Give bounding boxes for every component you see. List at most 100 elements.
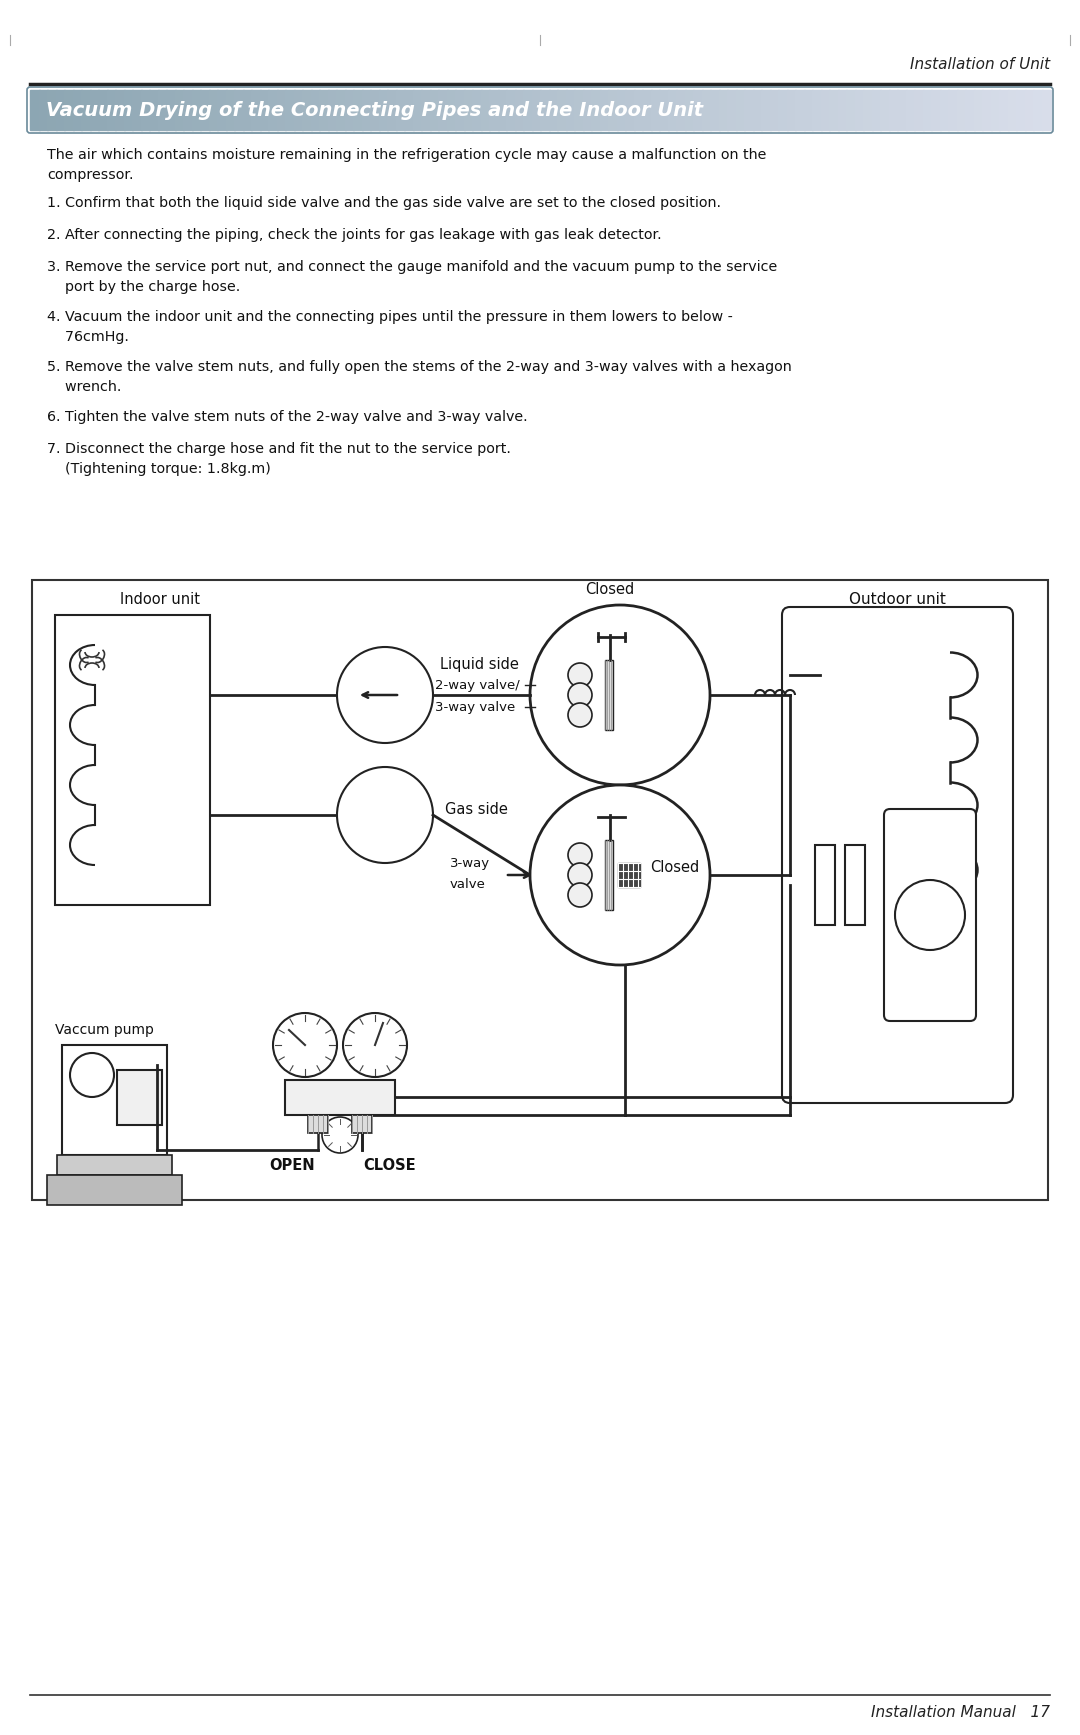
Bar <box>676 90 686 130</box>
Bar <box>880 90 890 130</box>
Text: Outdoor unit: Outdoor unit <box>849 592 946 607</box>
Bar <box>251 90 260 130</box>
Text: Closed: Closed <box>585 583 635 597</box>
Text: CLOSE: CLOSE <box>364 1157 416 1173</box>
Bar <box>905 90 915 130</box>
Text: OPEN: OPEN <box>269 1157 314 1173</box>
Bar <box>370 90 379 130</box>
Text: 3-way: 3-way <box>450 857 490 869</box>
Bar <box>982 90 991 130</box>
Text: Installation Manual   17: Installation Manual 17 <box>870 1704 1050 1719</box>
Bar <box>489 90 499 130</box>
Bar <box>889 90 897 130</box>
Bar <box>582 90 592 130</box>
Bar <box>149 90 159 130</box>
Bar <box>753 90 762 130</box>
Bar <box>795 90 805 130</box>
Bar <box>294 90 303 130</box>
FancyBboxPatch shape <box>782 607 1013 1103</box>
Bar <box>498 90 507 130</box>
Bar <box>948 90 958 130</box>
Text: 2-way valve/: 2-way valve/ <box>435 678 519 692</box>
Bar <box>421 90 431 130</box>
Circle shape <box>568 663 592 687</box>
Bar <box>815 845 835 925</box>
Bar <box>39 90 48 130</box>
Text: 1. Confirm that both the liquid side valve and the gas side valve are set to the: 1. Confirm that both the liquid side val… <box>48 196 721 210</box>
Bar <box>922 90 932 130</box>
Bar <box>200 90 210 130</box>
Bar <box>549 90 558 130</box>
Bar <box>523 90 532 130</box>
Circle shape <box>70 1053 114 1097</box>
Bar <box>540 90 550 130</box>
Bar <box>455 90 464 130</box>
Bar <box>345 90 354 130</box>
Bar <box>872 90 881 130</box>
Circle shape <box>322 1117 357 1154</box>
Text: Vaccum pump: Vaccum pump <box>55 1024 153 1038</box>
Bar <box>183 90 192 130</box>
Bar <box>90 90 99 130</box>
Bar <box>1041 90 1051 130</box>
Bar <box>650 90 660 130</box>
Bar <box>166 90 175 130</box>
Bar <box>48 90 56 130</box>
Circle shape <box>895 880 966 951</box>
Circle shape <box>530 606 710 784</box>
Circle shape <box>337 647 433 743</box>
Bar <box>32 579 1048 1201</box>
Bar <box>566 90 575 130</box>
Bar <box>685 90 694 130</box>
Bar <box>617 90 626 130</box>
Bar <box>1008 90 1017 130</box>
Text: Gas side: Gas side <box>445 803 508 817</box>
Bar <box>1016 90 1026 130</box>
Bar <box>62 1044 167 1156</box>
Bar <box>804 90 813 130</box>
Bar <box>276 90 286 130</box>
Bar <box>744 90 754 130</box>
Bar <box>463 90 473 130</box>
Bar <box>846 90 855 130</box>
Bar <box>718 90 728 130</box>
Bar <box>973 90 983 130</box>
Bar <box>387 90 396 130</box>
Circle shape <box>568 703 592 727</box>
Bar <box>573 90 583 130</box>
Text: 7. Disconnect the charge hose and fit the nut to the service port.
    (Tighteni: 7. Disconnect the charge hose and fit th… <box>48 442 511 475</box>
Text: valve: valve <box>450 878 486 892</box>
Bar <box>57 1156 172 1175</box>
Bar <box>353 90 363 130</box>
Bar <box>311 90 320 130</box>
Bar <box>618 862 640 887</box>
Bar <box>72 90 82 130</box>
Bar <box>30 90 40 130</box>
Bar <box>557 90 567 130</box>
FancyBboxPatch shape <box>885 809 976 1020</box>
Bar <box>175 90 184 130</box>
Bar <box>605 659 613 730</box>
Bar <box>931 90 941 130</box>
Text: 2. After connecting the piping, check the joints for gas leakage with gas leak d: 2. After connecting the piping, check th… <box>48 227 662 241</box>
Bar <box>268 90 278 130</box>
Bar <box>957 90 966 130</box>
Bar <box>243 90 252 130</box>
Bar <box>259 90 269 130</box>
Circle shape <box>568 883 592 907</box>
Bar <box>514 90 524 130</box>
Bar <box>352 1116 372 1133</box>
Bar <box>642 90 651 130</box>
Bar <box>591 90 600 130</box>
Bar <box>735 90 745 130</box>
Bar <box>64 90 73 130</box>
Bar <box>336 90 346 130</box>
Text: 3. Remove the service port nut, and connect the gauge manifold and the vacuum pu: 3. Remove the service port nut, and conn… <box>48 260 778 293</box>
Bar <box>667 90 677 130</box>
Bar <box>481 90 490 130</box>
Bar <box>327 90 337 130</box>
Bar <box>285 90 295 130</box>
Text: 6. Tighten the valve stem nuts of the 2-way valve and 3-way valve.: 6. Tighten the valve stem nuts of the 2-… <box>48 409 528 423</box>
Bar <box>226 90 235 130</box>
Bar <box>710 90 719 130</box>
